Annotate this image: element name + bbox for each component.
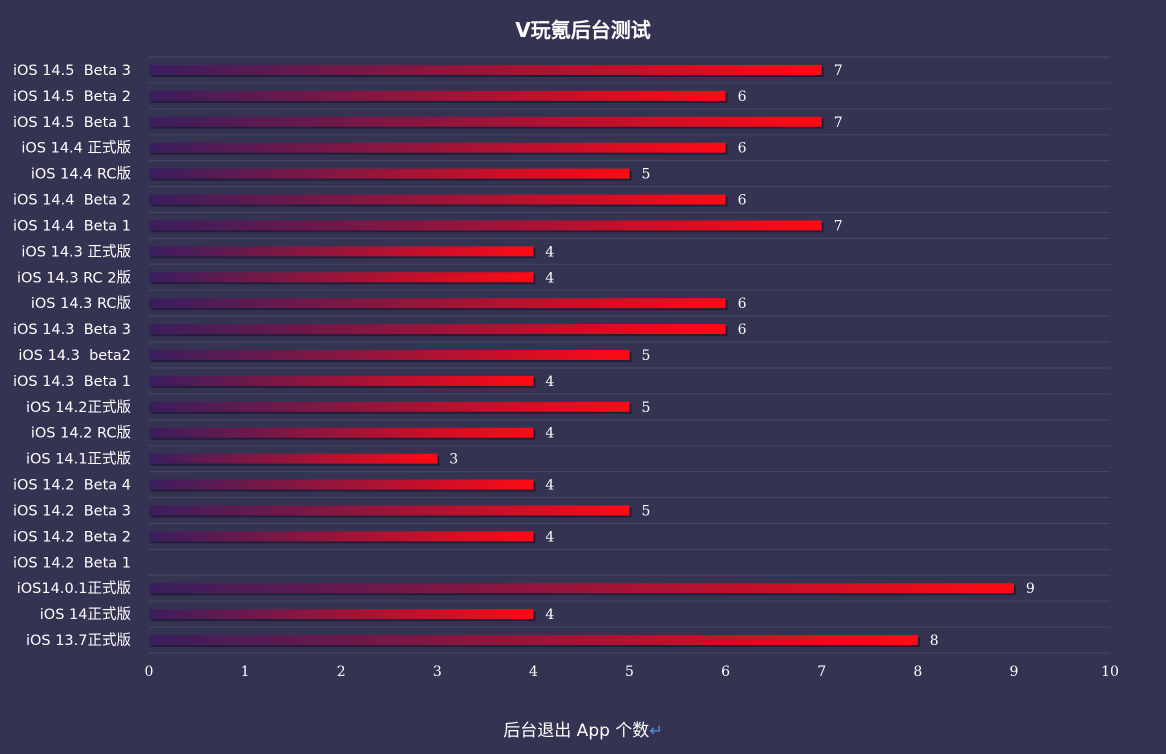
data-label: 7 [834,63,843,79]
bar [149,116,822,127]
x-tick-label: 10 [1101,664,1119,680]
category-label: iOS 14.1正式版 [26,451,131,468]
bar [149,479,534,490]
bar [149,272,534,283]
category-label: iOS 14正式版 [40,606,131,623]
x-tick-label: 5 [625,664,634,680]
bar [149,401,630,412]
data-label: 4 [545,478,554,494]
x-tick-label: 9 [1009,664,1018,680]
bar [149,220,822,231]
bar [149,635,918,646]
category-label: iOS 14.3 正式版 [21,243,131,260]
data-label: 3 [449,452,458,468]
data-label: 6 [738,141,747,157]
category-label: iOS 14.4 Beta 2 [13,193,131,209]
x-tick-label: 1 [241,664,250,680]
bar [149,64,822,75]
bar [149,505,630,516]
data-label: 9 [1026,581,1035,597]
data-label: 4 [545,244,554,260]
bar [149,298,726,309]
x-tick-labels: 0 1 2 3 4 5 6 7 8 9 10 [145,664,1119,680]
bar [149,90,726,101]
x-tick-label: 8 [913,664,922,680]
category-label: iOS 14.4 正式版 [21,140,131,157]
bar [149,375,534,386]
data-label: 6 [738,322,747,338]
category-label: iOS14.0.1正式版 [17,580,131,597]
bar [149,324,726,335]
data-label: 5 [642,167,651,183]
data-label: 8 [930,633,939,649]
category-label: iOS 14.5 Beta 2 [13,89,131,105]
data-label: 6 [738,296,747,312]
data-label: 4 [545,270,554,286]
category-label: iOS 14.2 Beta 2 [13,529,131,545]
x-tick-label: 3 [433,664,442,680]
category-label: iOS 14.3 RC 2版 [17,269,131,286]
data-label: 7 [834,218,843,234]
bar [149,453,438,464]
category-label: iOS 14.2 Beta 4 [13,478,131,494]
x-tick-label: 6 [721,664,730,680]
category-label: iOS 14.2 Beta 1 [13,555,131,571]
data-label: 4 [545,529,554,545]
data-label: 5 [642,348,651,364]
category-label: iOS 14.2 Beta 3 [13,503,131,519]
category-label: iOS 14.4 RC版 [31,166,131,183]
bar [149,142,726,153]
data-label: 5 [642,400,651,416]
category-label: iOS 14.4 Beta 1 [13,218,131,234]
bar [149,168,630,179]
x-axis-title-text: 后台退出 App 个数 [503,721,650,741]
category-label: iOS 14.3 Beta 3 [13,322,131,338]
data-label: 5 [642,503,651,519]
category-label: iOS 14.3 beta2 [18,348,131,364]
x-axis-title: 后台退出 App 个数↵ [0,716,1166,741]
category-label: iOS 14.5 Beta 3 [13,63,131,79]
data-label: 4 [545,426,554,442]
data-labels: 7 6 7 6 5 6 7 4 4 6 6 5 4 5 4 3 4 5 4 9 4 8 [449,63,1035,649]
grid-lines [149,56,1110,654]
category-label: iOS 14.2正式版 [26,399,131,416]
bar [149,531,534,542]
data-label: 4 [545,607,554,623]
bar [149,246,534,257]
bar [149,194,726,205]
bar [149,350,630,360]
data-label: 7 [834,115,843,131]
data-label: 6 [738,193,747,209]
category-label: iOS 14.3 Beta 1 [13,374,131,390]
category-label: iOS 13.7正式版 [26,632,131,649]
bar [149,583,1014,594]
category-labels: iOS 14.5 Beta 3 iOS 14.5 Beta 2 iOS 14.5 B… [13,63,131,649]
x-tick-label: 0 [145,664,154,680]
x-tick-label: 7 [817,664,826,680]
category-label: iOS 14.3 RC版 [31,295,131,312]
x-tick-label: 2 [337,664,346,680]
category-label: iOS 14.2 RC版 [31,425,131,442]
return-arrow-icon: ↵ [649,721,663,740]
x-tick-label: 4 [529,664,538,680]
data-label: 6 [738,89,747,105]
data-label: 4 [545,374,554,390]
category-label: iOS 14.5 Beta 1 [13,115,131,131]
bars [149,64,1016,648]
chart-title: V玩氪后台测试 [515,18,651,42]
bar [149,427,534,438]
bar [149,609,534,620]
